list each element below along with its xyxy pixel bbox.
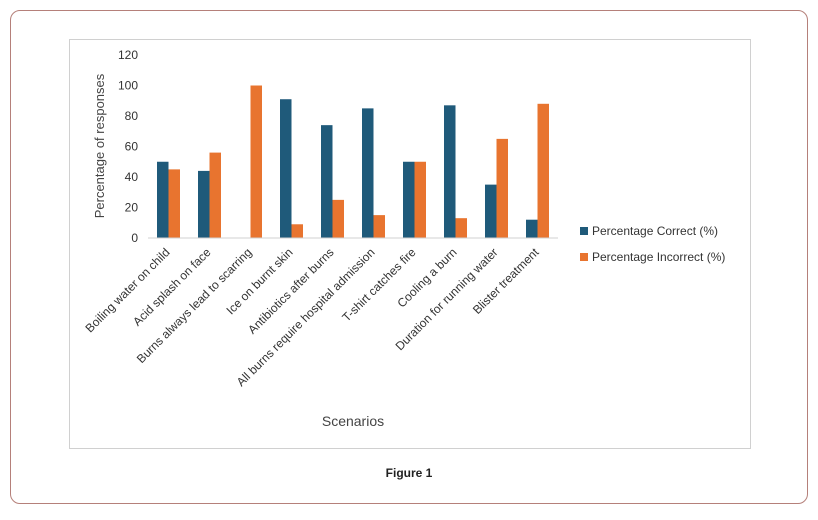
bar-correct: [362, 108, 374, 238]
bar-incorrect: [373, 215, 385, 238]
bar-incorrect: [250, 85, 262, 238]
bar-correct: [526, 219, 538, 238]
y-tick-label: 100: [118, 79, 138, 93]
x-axis-title: Scenarios: [322, 413, 384, 429]
bar-incorrect: [291, 224, 303, 238]
bar-incorrect: [414, 161, 426, 238]
chart-area: [69, 39, 751, 449]
bar-correct: [444, 105, 456, 238]
legend-swatch: [580, 227, 588, 235]
figure-caption: Figure 1: [385, 466, 433, 480]
bar-incorrect: [332, 199, 344, 238]
legend-label: Percentage Incorrect (%): [592, 250, 725, 264]
bar-incorrect: [209, 152, 221, 238]
y-axis: 0 20 40 60 80 100 120: [118, 48, 138, 245]
bar-correct: [280, 99, 292, 238]
y-tick-label: 80: [125, 109, 139, 123]
bar-incorrect: [537, 103, 549, 238]
x-tick-label: Acid splash on face: [130, 245, 214, 329]
y-axis-title: Percentage of responses: [92, 73, 107, 218]
y-tick-label: 20: [125, 201, 139, 215]
y-tick-label: 40: [125, 170, 139, 184]
bar-correct: [403, 161, 415, 238]
bar-correct: [198, 170, 210, 238]
bar-incorrect: [168, 169, 180, 238]
x-tick-label: T-shirt catches fire: [339, 245, 418, 324]
bar-correct: [485, 184, 497, 238]
bar-correct: [157, 161, 169, 238]
legend: Percentage Correct (%) Percentage Incorre…: [580, 224, 725, 264]
bars: [157, 85, 549, 238]
legend-swatch: [580, 253, 588, 261]
bar-incorrect: [455, 218, 467, 238]
y-tick-label: 120: [118, 48, 138, 62]
bar-incorrect: [496, 138, 508, 238]
bar-correct: [321, 125, 333, 238]
legend-label: Percentage Correct (%): [592, 224, 718, 238]
figure-frame: [10, 10, 808, 504]
y-tick-label: 0: [131, 231, 138, 245]
y-tick-label: 60: [125, 140, 139, 154]
